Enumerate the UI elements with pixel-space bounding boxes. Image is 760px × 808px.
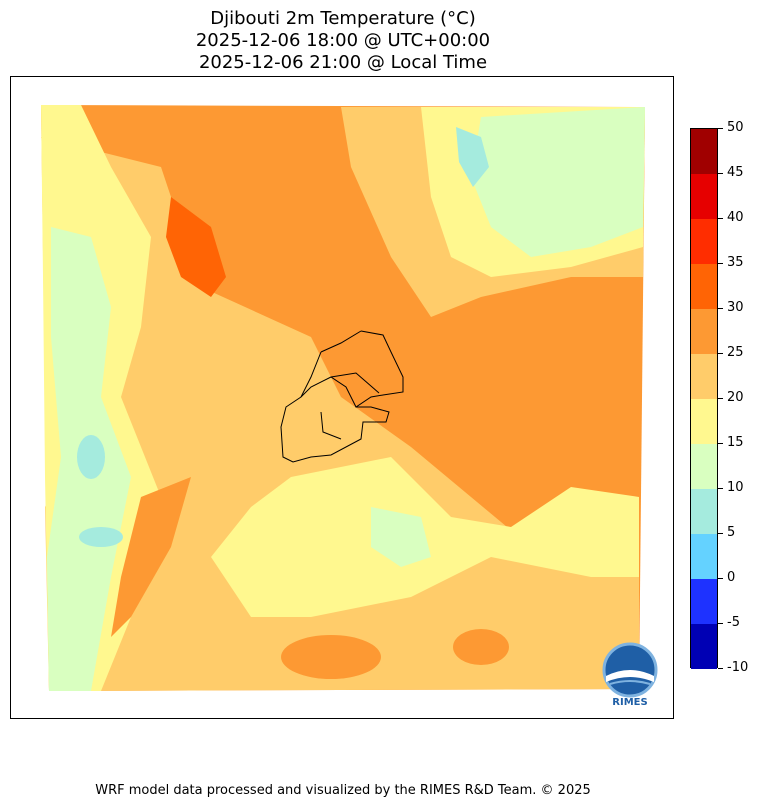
colorbar-segment xyxy=(691,264,717,309)
map-subtitle-utc: 2025-12-06 18:00 @ UTC+00:00 xyxy=(195,30,491,51)
colorbar-segment xyxy=(691,399,717,444)
map-subtitle-local: 2025-12-06 21:00 @ Local Time xyxy=(198,52,488,73)
colorbar xyxy=(690,128,718,669)
colorbar-tick xyxy=(718,218,723,219)
zone-10-15-south xyxy=(371,507,431,567)
colorbar-tick-label: -5 xyxy=(727,615,740,630)
zone-25-30-sw xyxy=(111,477,191,637)
zone-5-10-west-b xyxy=(79,527,123,547)
zone-10-15-ne xyxy=(471,107,645,257)
colorbar-tick-label: 35 xyxy=(727,255,744,270)
colorbar-tick xyxy=(718,128,723,129)
footer-credit: WRF model data processed and visualized … xyxy=(95,783,591,798)
colorbar-tick xyxy=(718,398,723,399)
colorbar-tick xyxy=(718,308,723,309)
colorbar-segment xyxy=(691,579,717,624)
colorbar-tick-label: 20 xyxy=(727,390,744,405)
colorbar-tick-label: 10 xyxy=(727,480,744,495)
colorbar-tick xyxy=(718,623,723,624)
zone-5-10-ne xyxy=(456,127,489,187)
colorbar-tick xyxy=(718,668,723,669)
colorbar-tick-label: 25 xyxy=(727,345,744,360)
colorbar-segment xyxy=(691,489,717,534)
colorbar-segment xyxy=(691,354,717,399)
colorbar-tick-label: 5 xyxy=(727,525,736,540)
zone-25-30-s2 xyxy=(453,629,509,665)
colorbar-tick-label: 40 xyxy=(727,210,744,225)
colorbar-tick-label: 50 xyxy=(727,120,744,135)
colorbar-segment xyxy=(691,309,717,354)
colorbar-tick xyxy=(718,173,723,174)
country-border-djibouti xyxy=(280,330,404,463)
colorbar-tick-label: 0 xyxy=(727,570,736,585)
zone-5-10-west-a xyxy=(77,435,105,479)
map-panel xyxy=(10,76,674,719)
colorbar-segment xyxy=(691,624,717,669)
colorbar-tick xyxy=(718,353,723,354)
rimes-logo-icon: RIMES xyxy=(602,642,658,708)
colorbar-tick-label: -10 xyxy=(727,660,749,675)
colorbar-tick-label: 30 xyxy=(727,300,744,315)
colorbar-tick xyxy=(718,578,723,579)
zone-25-30-s1 xyxy=(281,635,381,679)
colorbar-segment xyxy=(691,534,717,579)
colorbar-tick-label: 45 xyxy=(727,165,744,180)
logo-text: RIMES xyxy=(612,697,647,708)
colorbar-segment xyxy=(691,219,717,264)
colorbar-tick xyxy=(718,263,723,264)
colorbar-tick-label: 15 xyxy=(727,435,744,450)
zone-30-35-nw xyxy=(166,197,226,297)
map-title: Djibouti 2m Temperature (°C) xyxy=(210,8,476,29)
colorbar-segment xyxy=(691,444,717,489)
colorbar-segment xyxy=(691,174,717,219)
temperature-field xyxy=(41,105,645,691)
colorbar-tick xyxy=(718,533,723,534)
colorbar-tick xyxy=(718,443,723,444)
colorbar-tick xyxy=(718,488,723,489)
colorbar-segment xyxy=(691,129,717,174)
